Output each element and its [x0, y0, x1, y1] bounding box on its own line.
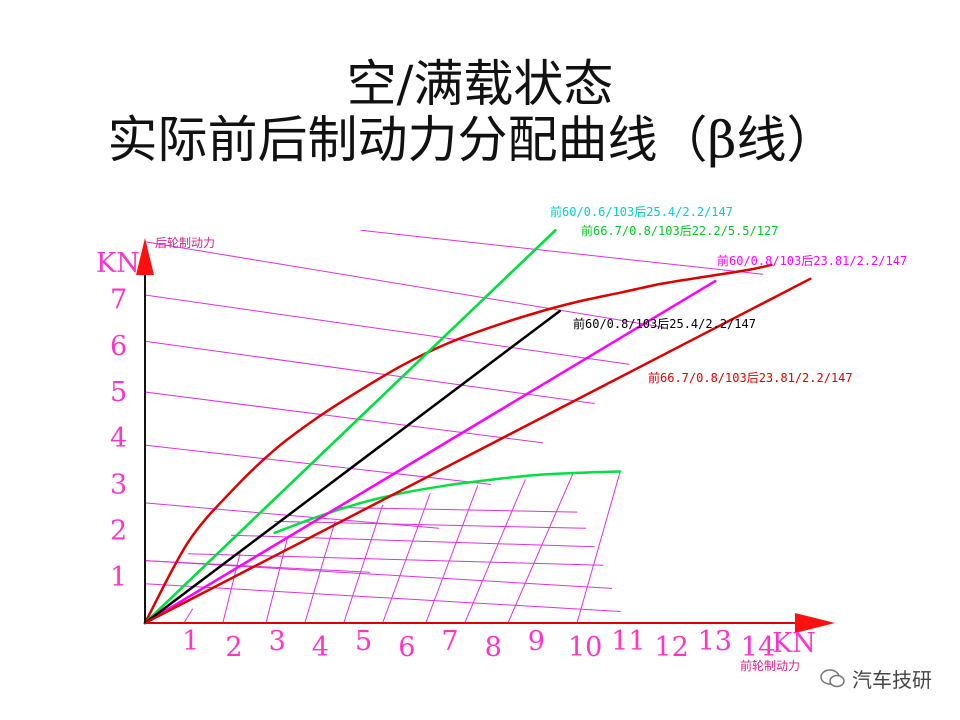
ref-grid-h-line-5 [338, 507, 578, 513]
x-tick-6: 6 [398, 632, 415, 663]
ref-grid-h-line-0 [144, 583, 621, 612]
ref-fan-line-2 [144, 340, 595, 404]
y-axis-unit: KN [96, 248, 140, 279]
watermark-text: 汽车技研 [852, 668, 932, 692]
ideal-curve-0 [143, 263, 773, 625]
y-axis-label: 后轮制动力 [155, 236, 215, 250]
series-labels: 前60/0.6/103后25.4/2.2/147 前66.7/0.8/103后2… [550, 204, 907, 385]
ref-fan-line-4 [144, 444, 492, 485]
axes [136, 238, 835, 633]
ideal-curve-1 [273, 470, 622, 535]
chart-title-line2: 实际前后制动力分配曲线（β线） [107, 111, 837, 169]
y-axis-arrow [136, 238, 154, 275]
y-tick-2: 2 [110, 516, 127, 547]
x-axis-arrow [795, 613, 835, 633]
x-tick-13: 13 [698, 626, 732, 657]
ref-fan-line-0 [144, 241, 664, 328]
y-tick-5: 5 [110, 377, 127, 408]
x-axis-unit: KN [772, 628, 816, 659]
y-tick-7: 7 [110, 285, 127, 316]
x-tick-4: 4 [312, 632, 329, 663]
x-axis-label: 前轮制动力 [740, 658, 800, 673]
ref-fan-line-1 [144, 294, 630, 365]
x-tick-3: 3 [269, 626, 286, 657]
ref-grid-h-line-1 [144, 560, 613, 589]
series-line-4 [143, 277, 812, 625]
ref-grid-v-line-7 [464, 479, 526, 624]
x-tick-2: 2 [225, 632, 242, 663]
series-line-3 [143, 309, 561, 625]
series-label-3: 前60/0.8/103后25.4/2.2/147 [573, 316, 756, 331]
y-tick-3: 3 [110, 469, 127, 500]
series-label-1: 前66.7/0.8/103后22.2/5.5/127 [581, 223, 778, 238]
ref-grid-h-line-4 [274, 520, 587, 529]
ref-fan-line-3 [144, 391, 543, 444]
x-tick-12: 12 [654, 632, 688, 663]
ref-grid-v-line-3 [304, 520, 336, 624]
ref-grid-v-line-4 [343, 504, 384, 624]
watermark: 汽车技研 [820, 664, 932, 693]
series-label-4: 前66.7/0.8/103后23.81/2.2/147 [648, 370, 853, 385]
series-lines [143, 229, 812, 625]
x-tick-1: 1 [182, 626, 199, 657]
series-line-1 [143, 229, 557, 625]
ref-grid-v-line-0 [183, 608, 193, 624]
x-tick-8: 8 [485, 632, 502, 663]
ref-grid-v-line-8 [507, 473, 574, 624]
ref-grid-v-line-1 [222, 553, 241, 624]
ref-fan-line-7 [360, 229, 764, 275]
x-tick-7: 7 [441, 626, 458, 657]
series-label-0: 前60/0.6/103后25.4/2.2/147 [550, 204, 733, 219]
x-tick-labels: 1 2 3 4 5 6 7 8 9 10 11 12 13 14 [182, 626, 775, 663]
ref-grid-v-line-9 [576, 471, 621, 624]
x-tick-9: 9 [528, 626, 545, 657]
x-tick-11: 11 [611, 626, 645, 657]
ref-grid-v-line-6 [425, 485, 479, 624]
chart-title-line1: 空/满载状态 [346, 55, 614, 113]
series-label-2: 前60/0.8/103后23.81/2.2/147 [717, 253, 907, 268]
x-tick-14: 14 [741, 632, 775, 663]
x-tick-10: 10 [568, 632, 602, 663]
y-tick-4: 4 [110, 423, 127, 454]
x-tick-5: 5 [355, 626, 372, 657]
reference-lines [144, 229, 764, 624]
series-line-2 [143, 279, 717, 625]
y-tick-1: 1 [110, 562, 127, 593]
y-tick-labels: 1 2 3 4 5 6 7 [110, 285, 127, 593]
ref-grid-v-line-5 [382, 493, 431, 624]
y-tick-6: 6 [110, 331, 127, 362]
wechat-icon [820, 668, 845, 687]
